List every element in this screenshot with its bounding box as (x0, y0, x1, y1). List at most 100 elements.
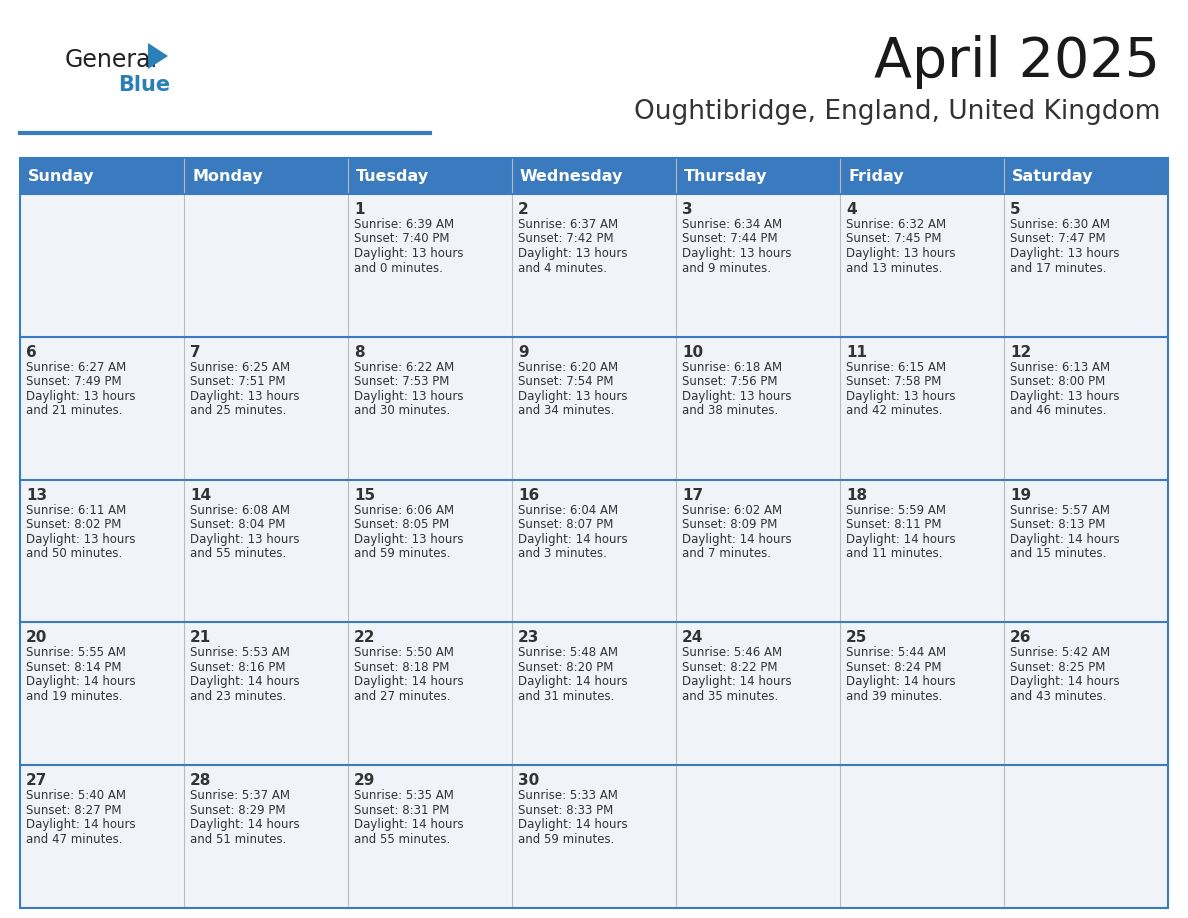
Text: Sunset: 8:02 PM: Sunset: 8:02 PM (26, 518, 121, 532)
Bar (512, 337, 676, 479)
Text: and 3 minutes.: and 3 minutes. (518, 547, 607, 560)
Bar (840, 766, 1004, 908)
Text: and 31 minutes.: and 31 minutes. (518, 690, 614, 703)
Bar (512, 158, 676, 194)
Text: 8: 8 (354, 345, 365, 360)
Text: Sunrise: 6:06 AM: Sunrise: 6:06 AM (354, 504, 454, 517)
Text: Sunset: 8:33 PM: Sunset: 8:33 PM (518, 803, 613, 817)
Text: 25: 25 (846, 631, 867, 645)
Text: Sunset: 7:58 PM: Sunset: 7:58 PM (846, 375, 941, 388)
Text: Sunrise: 6:04 AM: Sunrise: 6:04 AM (518, 504, 618, 517)
Text: Sunrise: 6:27 AM: Sunrise: 6:27 AM (26, 361, 126, 374)
Bar (348, 766, 512, 908)
Text: Sunset: 7:56 PM: Sunset: 7:56 PM (682, 375, 777, 388)
Text: Sunrise: 6:30 AM: Sunrise: 6:30 AM (1010, 218, 1110, 231)
Text: Sunset: 7:42 PM: Sunset: 7:42 PM (518, 232, 614, 245)
Text: Sunrise: 6:37 AM: Sunrise: 6:37 AM (518, 218, 618, 231)
Text: 24: 24 (682, 631, 703, 645)
Text: and 23 minutes.: and 23 minutes. (190, 690, 286, 703)
Bar (840, 158, 1004, 194)
Text: Sunset: 8:13 PM: Sunset: 8:13 PM (1010, 518, 1105, 532)
Text: and 35 minutes.: and 35 minutes. (682, 690, 778, 703)
Text: Sunrise: 6:25 AM: Sunrise: 6:25 AM (190, 361, 290, 374)
Text: 11: 11 (846, 345, 867, 360)
Text: Sunrise: 6:20 AM: Sunrise: 6:20 AM (518, 361, 618, 374)
Text: Sunset: 8:16 PM: Sunset: 8:16 PM (190, 661, 285, 674)
Bar (1004, 337, 1168, 479)
Bar (184, 479, 348, 622)
Text: Sunrise: 5:35 AM: Sunrise: 5:35 AM (354, 789, 454, 802)
Text: Daylight: 13 hours: Daylight: 13 hours (354, 247, 463, 260)
Text: and 59 minutes.: and 59 minutes. (518, 833, 614, 845)
Text: Sunrise: 6:22 AM: Sunrise: 6:22 AM (354, 361, 454, 374)
Text: 16: 16 (518, 487, 539, 502)
Text: Sunrise: 6:08 AM: Sunrise: 6:08 AM (190, 504, 290, 517)
Text: 20: 20 (26, 631, 48, 645)
Text: Daylight: 14 hours: Daylight: 14 hours (354, 818, 463, 831)
Bar (676, 337, 840, 479)
Text: Daylight: 13 hours: Daylight: 13 hours (354, 532, 463, 545)
Text: 1: 1 (354, 202, 365, 217)
Text: Sunrise: 5:42 AM: Sunrise: 5:42 AM (1010, 646, 1110, 659)
Text: 2: 2 (518, 202, 529, 217)
Text: Sunset: 8:18 PM: Sunset: 8:18 PM (354, 661, 449, 674)
Text: Daylight: 14 hours: Daylight: 14 hours (26, 818, 135, 831)
Bar (840, 337, 1004, 479)
Bar (840, 479, 1004, 622)
Bar (184, 766, 348, 908)
Text: 13: 13 (26, 487, 48, 502)
Text: and 21 minutes.: and 21 minutes. (26, 404, 122, 418)
Text: Sunrise: 5:53 AM: Sunrise: 5:53 AM (190, 646, 290, 659)
Text: and 51 minutes.: and 51 minutes. (190, 833, 286, 845)
Text: Friday: Friday (848, 169, 904, 184)
Text: Daylight: 13 hours: Daylight: 13 hours (26, 390, 135, 403)
Text: Sunrise: 6:32 AM: Sunrise: 6:32 AM (846, 218, 946, 231)
Bar (840, 622, 1004, 766)
Text: Sunset: 7:40 PM: Sunset: 7:40 PM (354, 232, 449, 245)
Text: Sunrise: 6:15 AM: Sunrise: 6:15 AM (846, 361, 946, 374)
Text: 15: 15 (354, 487, 375, 502)
Text: 26: 26 (1010, 631, 1031, 645)
Bar (676, 158, 840, 194)
Text: Sunset: 8:07 PM: Sunset: 8:07 PM (518, 518, 613, 532)
Text: Daylight: 13 hours: Daylight: 13 hours (846, 247, 955, 260)
Text: Sunset: 7:44 PM: Sunset: 7:44 PM (682, 232, 778, 245)
Text: Sunday: Sunday (29, 169, 95, 184)
Text: and 42 minutes.: and 42 minutes. (846, 404, 942, 418)
Text: Sunset: 8:05 PM: Sunset: 8:05 PM (354, 518, 449, 532)
Text: and 38 minutes.: and 38 minutes. (682, 404, 778, 418)
Text: Sunrise: 5:55 AM: Sunrise: 5:55 AM (26, 646, 126, 659)
Text: Daylight: 13 hours: Daylight: 13 hours (354, 390, 463, 403)
Text: and 19 minutes.: and 19 minutes. (26, 690, 122, 703)
Text: and 9 minutes.: and 9 minutes. (682, 262, 771, 274)
Text: and 55 minutes.: and 55 minutes. (354, 833, 450, 845)
Text: Daylight: 14 hours: Daylight: 14 hours (518, 676, 627, 688)
Text: 19: 19 (1010, 487, 1031, 502)
Text: 14: 14 (190, 487, 211, 502)
Text: and 11 minutes.: and 11 minutes. (846, 547, 942, 560)
Text: and 25 minutes.: and 25 minutes. (190, 404, 286, 418)
Text: 22: 22 (354, 631, 375, 645)
Text: 3: 3 (682, 202, 693, 217)
Text: Sunset: 8:04 PM: Sunset: 8:04 PM (190, 518, 285, 532)
Text: Sunrise: 5:59 AM: Sunrise: 5:59 AM (846, 504, 946, 517)
Text: and 4 minutes.: and 4 minutes. (518, 262, 607, 274)
Text: Tuesday: Tuesday (356, 169, 429, 184)
Text: Daylight: 13 hours: Daylight: 13 hours (846, 390, 955, 403)
Text: and 15 minutes.: and 15 minutes. (1010, 547, 1106, 560)
Text: 18: 18 (846, 487, 867, 502)
Text: Daylight: 14 hours: Daylight: 14 hours (354, 676, 463, 688)
Text: Saturday: Saturday (1012, 169, 1093, 184)
Text: Daylight: 14 hours: Daylight: 14 hours (190, 676, 299, 688)
Text: 6: 6 (26, 345, 37, 360)
Text: and 43 minutes.: and 43 minutes. (1010, 690, 1106, 703)
Text: and 39 minutes.: and 39 minutes. (846, 690, 942, 703)
Text: April 2025: April 2025 (874, 35, 1159, 89)
Bar (20, 337, 184, 479)
Text: Daylight: 13 hours: Daylight: 13 hours (682, 390, 791, 403)
Text: Daylight: 14 hours: Daylight: 14 hours (846, 532, 955, 545)
Text: Daylight: 14 hours: Daylight: 14 hours (846, 676, 955, 688)
Text: Daylight: 13 hours: Daylight: 13 hours (1010, 247, 1119, 260)
Text: and 47 minutes.: and 47 minutes. (26, 833, 122, 845)
Text: 30: 30 (518, 773, 539, 789)
